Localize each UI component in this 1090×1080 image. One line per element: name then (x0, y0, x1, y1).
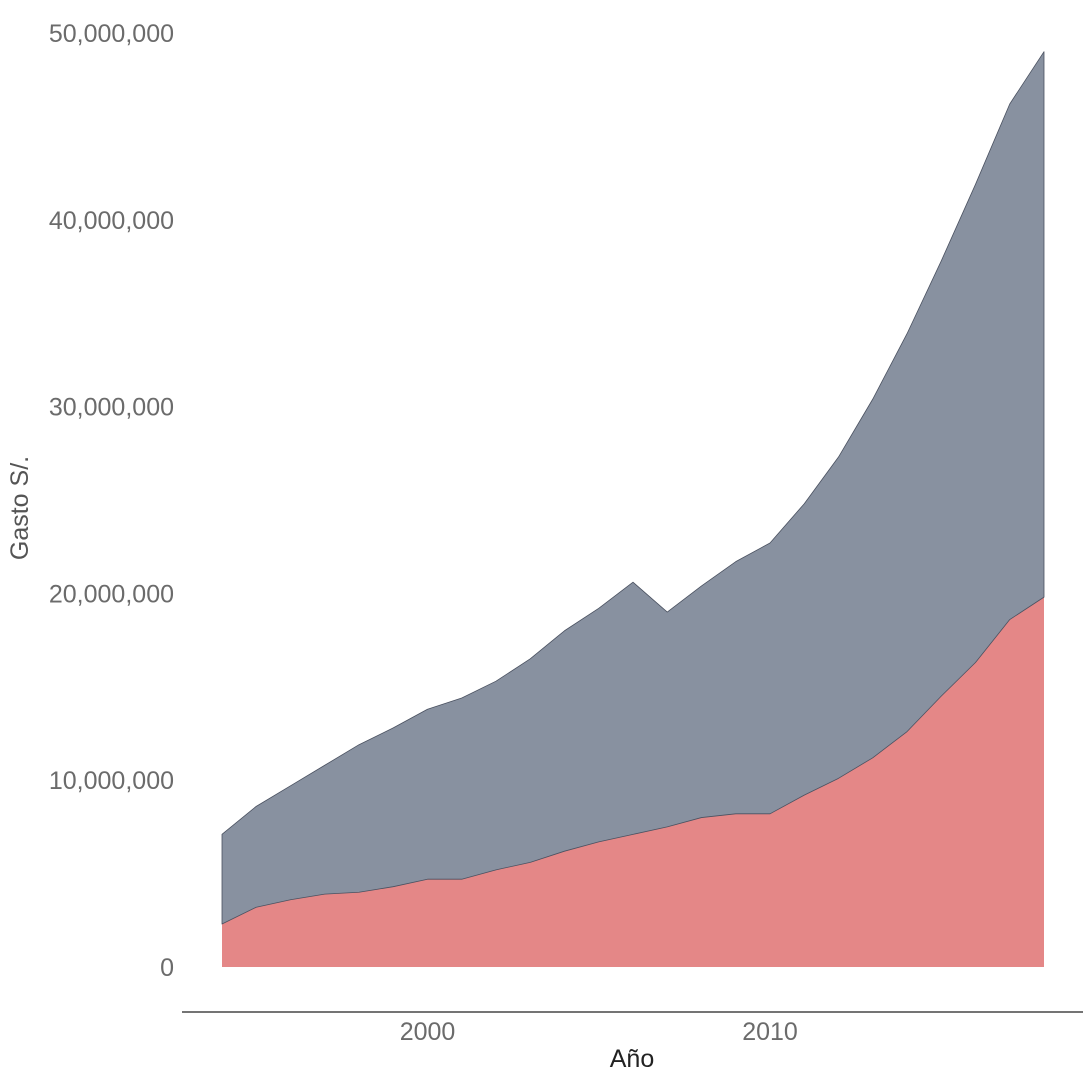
y-tick-label: 30,000,000 (49, 394, 174, 422)
y-tick-label: 10,000,000 (49, 767, 174, 795)
y-tick-label: 50,000,000 (49, 20, 174, 48)
y-tick-label: 20,000,000 (49, 580, 174, 608)
x-axis-title: Año (610, 1045, 654, 1073)
x-axis-ticks: 2000 2010 (400, 1018, 798, 1046)
area-series-1 (222, 597, 1044, 967)
area-series-2 (221, 51, 1045, 925)
x-tick-label: 2010 (742, 1018, 798, 1046)
x-tick-label: 2000 (400, 1018, 456, 1046)
plot-areas (221, 51, 1045, 967)
y-axis-title: Gasto S/. (6, 456, 34, 560)
y-tick-label: 0 (160, 954, 174, 982)
y-tick-label: 40,000,000 (49, 207, 174, 235)
y-axis-ticks: 0 10,000,000 20,000,000 30,000,000 40,000,00… (49, 20, 174, 982)
